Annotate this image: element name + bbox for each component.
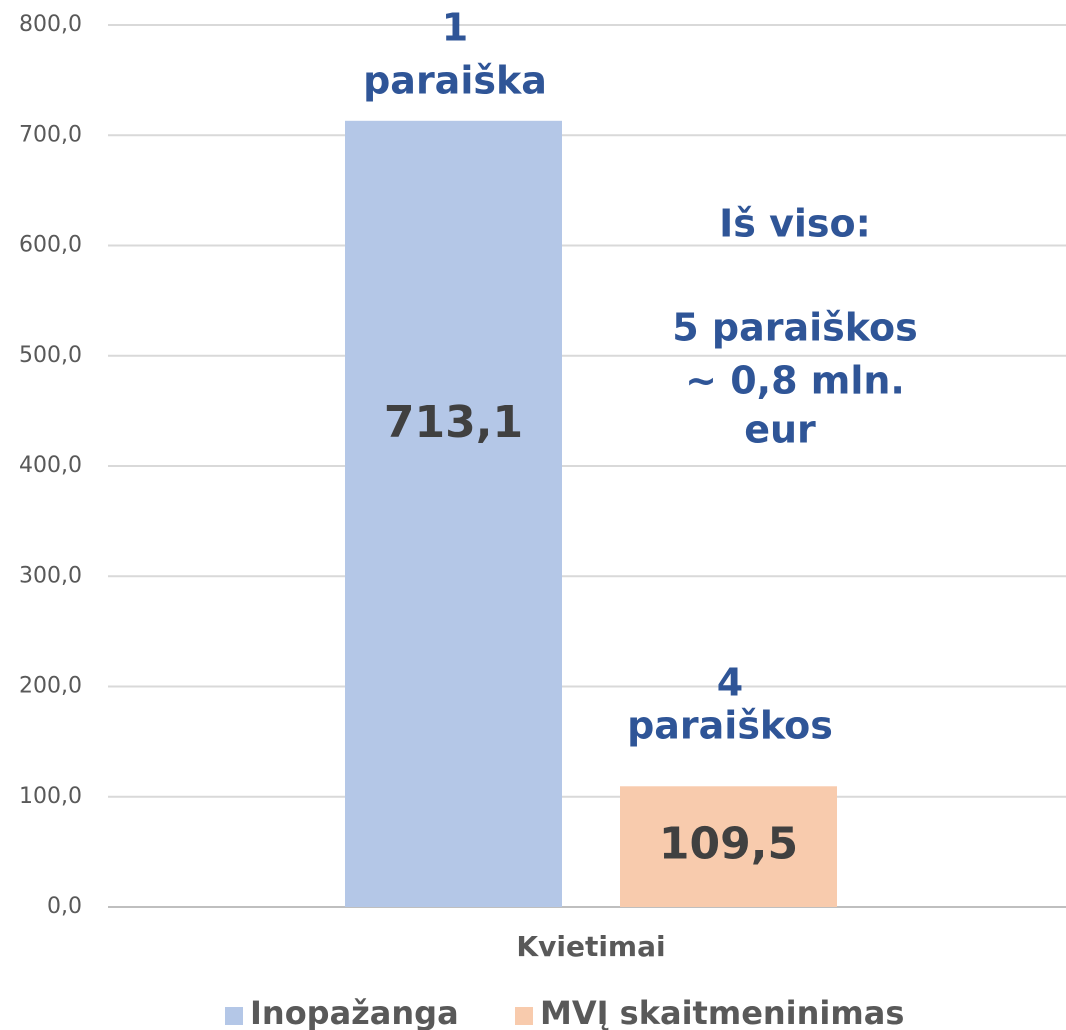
annotation: ~ 0,8 mln.	[685, 359, 905, 403]
y-tick-label: 800,0	[19, 12, 82, 37]
bar	[345, 120, 562, 907]
annotation: 4	[717, 661, 743, 705]
legend-label: Inopažanga	[250, 994, 459, 1030]
legend-swatch	[225, 1007, 243, 1025]
y-tick-label: 600,0	[19, 233, 82, 258]
y-tick-label: 200,0	[19, 674, 82, 699]
y-tick-label: 700,0	[19, 122, 82, 147]
y-tick-label: 500,0	[19, 343, 82, 368]
y-tick-label: 300,0	[19, 563, 82, 588]
annotation: paraiška	[363, 59, 547, 103]
value-label: 109,5	[659, 819, 798, 870]
legend-swatch	[515, 1007, 533, 1025]
y-tick-label: 400,0	[19, 453, 82, 478]
annotation: paraiškos	[627, 704, 833, 748]
value-label: 713,1	[384, 397, 523, 448]
annotation: 5 paraiškos	[672, 306, 918, 350]
bar	[620, 786, 837, 907]
annotation: Iš viso:	[719, 202, 871, 246]
annotation: 1	[442, 6, 468, 50]
y-tick-label: 0,0	[47, 894, 82, 919]
x-tick-label: Kvietimai	[516, 930, 665, 963]
y-tick-label: 100,0	[19, 784, 82, 809]
annotation: eur	[744, 408, 816, 452]
legend-label: MVĮ skaitmeninimas	[540, 994, 904, 1030]
